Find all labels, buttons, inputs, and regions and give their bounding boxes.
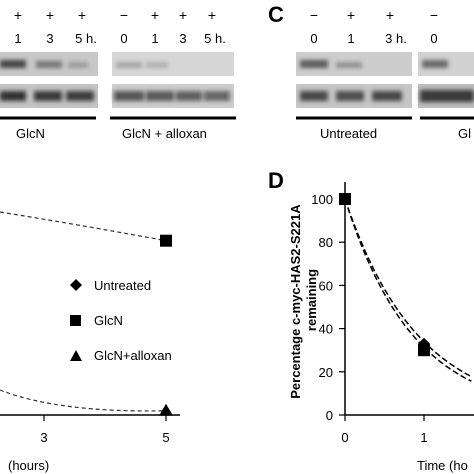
data-points bbox=[339, 193, 430, 357]
legend-marker-square bbox=[70, 315, 81, 326]
treatment-label: + bbox=[151, 7, 159, 23]
blot-band bbox=[372, 91, 402, 101]
blot-band bbox=[336, 91, 364, 101]
y-tick-label: 60 bbox=[319, 278, 333, 293]
y-tick-label: 0 bbox=[326, 408, 333, 423]
x-tick-label: 0 bbox=[341, 430, 348, 445]
x-tick-label: 3 bbox=[40, 430, 47, 445]
blot-b: + + + − + + + 1 3 5 h. 0 1 3 5 h. bbox=[0, 7, 236, 141]
blot-band bbox=[66, 91, 94, 101]
series-line-glcn-alloxan bbox=[0, 389, 167, 412]
blot-band bbox=[0, 60, 26, 68]
y-tick-label: 40 bbox=[319, 322, 333, 337]
blot-band bbox=[36, 61, 62, 68]
treatment-label: + bbox=[46, 7, 54, 23]
y-tick-label: 80 bbox=[319, 235, 333, 250]
blot-band bbox=[420, 90, 474, 102]
data-points bbox=[159, 234, 173, 416]
time-label: 1 bbox=[14, 31, 21, 46]
group-label: Gl bbox=[458, 126, 471, 141]
blot-band bbox=[300, 60, 328, 68]
time-label: 0 bbox=[120, 31, 127, 46]
legend-marker-triangle bbox=[70, 350, 82, 361]
blot-band bbox=[300, 91, 328, 101]
treatment-label: + bbox=[78, 7, 86, 23]
treatment-label: − bbox=[310, 7, 318, 23]
blot-band bbox=[68, 62, 88, 68]
time-label: 3 bbox=[46, 31, 53, 46]
y-ticks: 0 20 40 60 80 100 bbox=[311, 192, 345, 423]
group-label: Untreated bbox=[320, 126, 377, 141]
blot-b-time-labels: 1 3 5 h. 0 1 3 5 h. bbox=[14, 31, 225, 46]
treatment-label: − bbox=[120, 7, 128, 23]
blot-c: C − + + − 0 1 3 h. 0 Untreated Gl bbox=[268, 2, 474, 141]
time-label: 5 h. bbox=[75, 31, 97, 46]
blot-band bbox=[204, 91, 230, 101]
blot-bands bbox=[300, 60, 474, 102]
y-tick-label: 20 bbox=[319, 365, 333, 380]
series-line-glcn bbox=[0, 211, 167, 242]
treatment-label: + bbox=[179, 7, 187, 23]
data-point-triangle bbox=[159, 403, 173, 416]
legend-label: GlcN+alloxan bbox=[94, 348, 172, 363]
x-axis-label: Time (ho bbox=[417, 458, 468, 473]
group-label: GlcN bbox=[16, 126, 45, 141]
blot-bands bbox=[0, 60, 230, 101]
panel-letter-d: D bbox=[268, 168, 284, 193]
treatment-label: + bbox=[347, 7, 355, 23]
data-point-square bbox=[418, 344, 430, 357]
treatment-label: − bbox=[430, 7, 438, 23]
blot-band bbox=[146, 91, 174, 101]
treatment-label: + bbox=[208, 7, 216, 23]
legend-marker-diamond bbox=[70, 279, 82, 291]
blot-band bbox=[34, 91, 62, 101]
data-point-square bbox=[160, 234, 172, 247]
panel-letter-c: C bbox=[268, 2, 284, 27]
time-label: 1 bbox=[347, 31, 354, 46]
group-label: GlcN + alloxan bbox=[122, 126, 207, 141]
legend: Untreated GlcN GlcN+alloxan bbox=[70, 278, 172, 363]
time-label: 3 h. bbox=[385, 31, 407, 46]
x-tick-label: 5 bbox=[162, 430, 169, 445]
x-tick-label: 1 bbox=[420, 430, 427, 445]
series-line-glcn bbox=[344, 198, 472, 382]
blot-band bbox=[114, 91, 144, 101]
blot-band bbox=[422, 60, 448, 68]
series-line-untreated bbox=[344, 198, 472, 378]
blot-b-treatment-labels: + + + − + + + bbox=[14, 7, 216, 23]
time-label: 0 bbox=[430, 31, 437, 46]
time-label: 1 bbox=[151, 31, 158, 46]
blot-band bbox=[116, 62, 142, 68]
blot-band bbox=[146, 62, 168, 68]
time-label: 5 h. bbox=[204, 31, 226, 46]
treatment-label: + bbox=[386, 7, 394, 23]
data-point-square bbox=[339, 193, 351, 205]
time-label: 3 bbox=[179, 31, 186, 46]
y-axis-label: Percentage c-myc-HAS2-S221A remaining bbox=[288, 201, 319, 399]
blot-band bbox=[336, 62, 362, 68]
blot-band bbox=[0, 91, 26, 101]
legend-label: Untreated bbox=[94, 278, 151, 293]
treatment-label: + bbox=[14, 7, 22, 23]
blot-band bbox=[176, 91, 202, 101]
time-label: 0 bbox=[310, 31, 317, 46]
legend-label: GlcN bbox=[94, 313, 123, 328]
y-tick-label: 100 bbox=[311, 192, 333, 207]
x-axis-label: (hours) bbox=[8, 458, 49, 473]
